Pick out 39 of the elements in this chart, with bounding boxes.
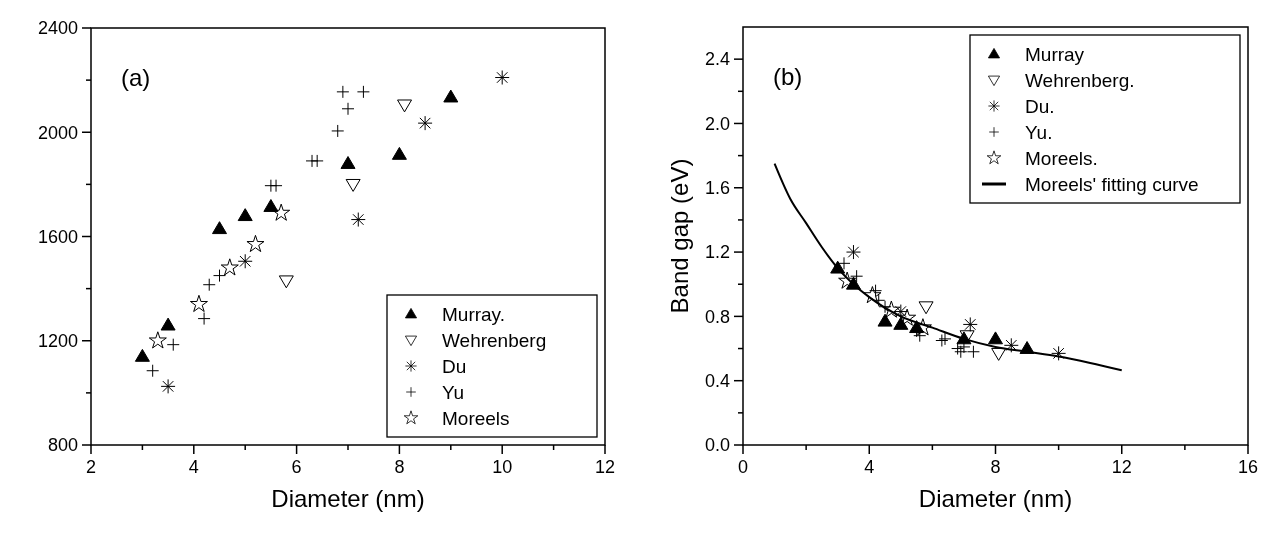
legend-label: Du. bbox=[1025, 95, 1055, 117]
x-tick-label: 8 bbox=[394, 457, 405, 477]
annotation: (a) bbox=[121, 64, 151, 91]
legend-label: Yu bbox=[442, 381, 465, 403]
legend-label: Murray bbox=[1025, 43, 1085, 65]
x-tick-label: 12 bbox=[594, 457, 616, 477]
y-tick-label: 2.4 bbox=[704, 49, 730, 70]
x-tick-label: 12 bbox=[1111, 457, 1132, 477]
x-tick-label: 4 bbox=[188, 457, 199, 477]
y-tick-label: 1.6 bbox=[704, 178, 730, 199]
annotation: (b) bbox=[773, 63, 803, 90]
x-tick-label: 0 bbox=[737, 457, 749, 477]
y-tick-label: 2.0 bbox=[704, 113, 730, 134]
x-tick-label: 10 bbox=[492, 457, 513, 477]
legend-label: Moreels' fitting curve bbox=[1025, 173, 1199, 195]
x-tick-label: 8 bbox=[990, 457, 1001, 477]
x-tick-label: 4 bbox=[864, 457, 875, 477]
x-axis-title: Diameter (nm) bbox=[271, 485, 425, 512]
legend-label: Du bbox=[442, 355, 467, 377]
x-tick-label: 16 bbox=[1237, 457, 1259, 477]
x-tick-label: 6 bbox=[291, 457, 302, 477]
y-tick-label: 0.4 bbox=[704, 370, 730, 391]
y-tick-label: 2000 bbox=[37, 122, 78, 143]
y-tick-label: 0.0 bbox=[704, 435, 730, 456]
y-axis-title: Band gap (eV) bbox=[666, 158, 693, 314]
legend-label: Moreels bbox=[442, 407, 510, 429]
legend-label: Wehrenberg bbox=[442, 329, 547, 351]
y-tick-label: 1600 bbox=[37, 226, 78, 247]
y-tick-label: 1200 bbox=[37, 331, 78, 352]
legend-label: Yu. bbox=[1025, 121, 1053, 143]
legend-label: Moreels. bbox=[1025, 147, 1098, 169]
y-tick-label: 800 bbox=[47, 435, 78, 456]
y-tick-label: 1.2 bbox=[704, 242, 730, 263]
legend-label: Wehrenberg. bbox=[1025, 69, 1135, 91]
legend-label: Murray. bbox=[442, 303, 505, 325]
x-axis-title: Diameter (nm) bbox=[918, 485, 1073, 512]
x-tick-label: 2 bbox=[85, 457, 97, 477]
y-tick-label: 0.8 bbox=[704, 306, 730, 327]
y-tick-label: 2400 bbox=[37, 18, 78, 39]
